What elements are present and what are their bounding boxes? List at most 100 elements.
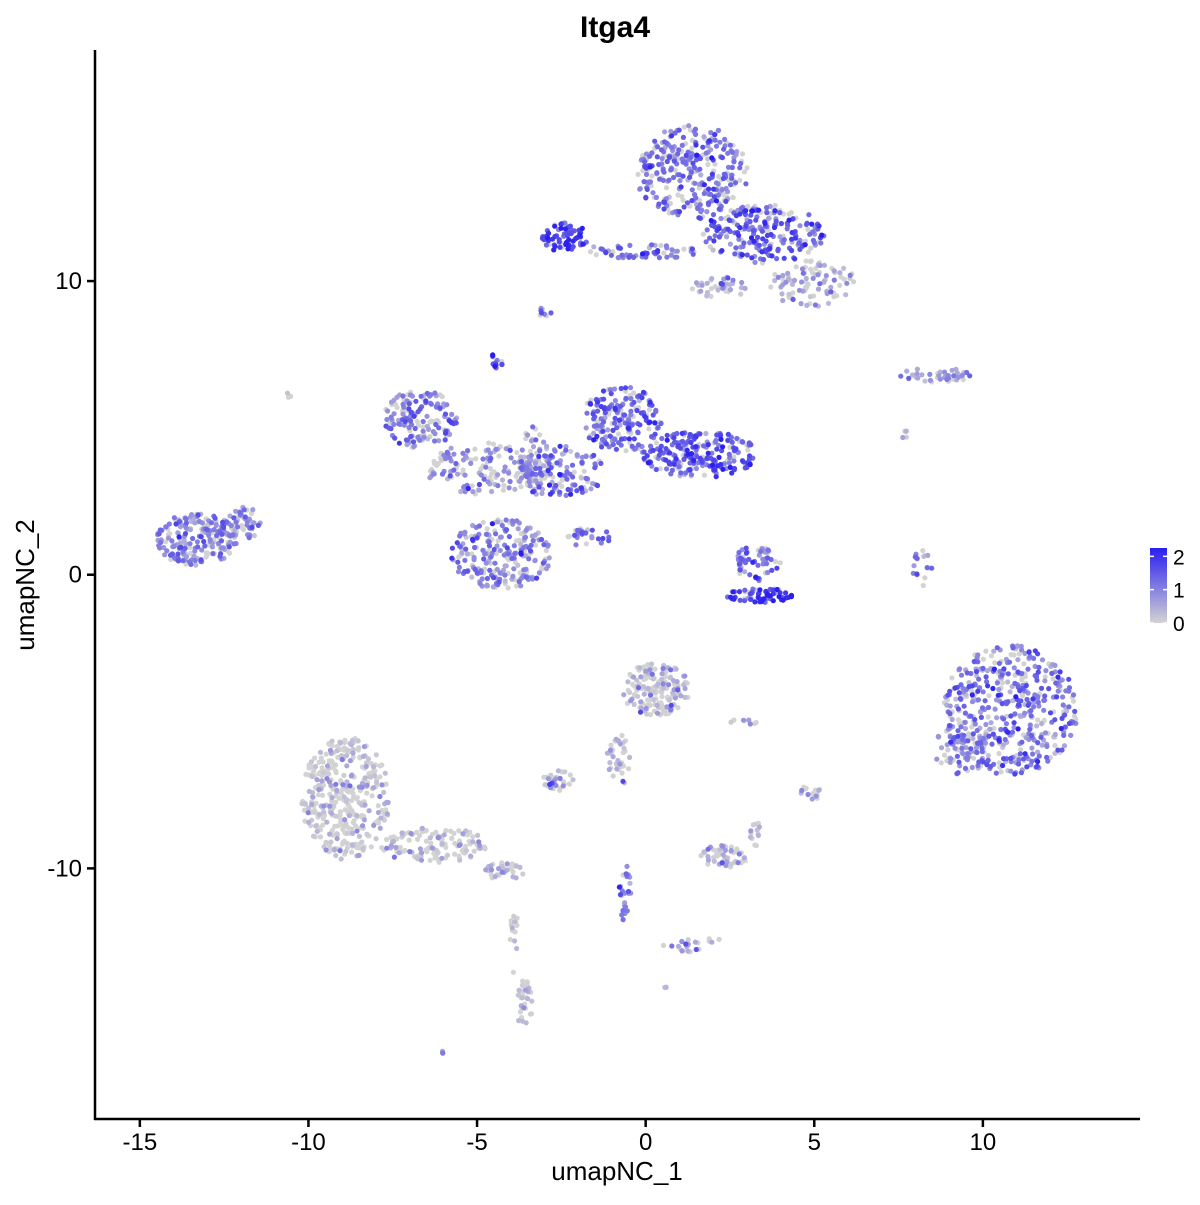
cell-point bbox=[911, 563, 917, 569]
cell-point bbox=[1043, 668, 1049, 674]
cell-point bbox=[659, 694, 665, 700]
cell-point bbox=[685, 937, 691, 943]
cell-point bbox=[841, 265, 847, 271]
cell-point bbox=[945, 747, 951, 753]
cell-point bbox=[646, 179, 652, 185]
cell-point bbox=[740, 439, 746, 445]
cell-point bbox=[651, 697, 657, 703]
cell-point bbox=[647, 399, 653, 405]
cell-point bbox=[737, 177, 743, 183]
cell-point bbox=[712, 161, 718, 167]
cell-point bbox=[914, 555, 920, 561]
cell-point bbox=[327, 831, 333, 837]
cell-point bbox=[231, 515, 237, 521]
cell-point bbox=[663, 243, 670, 249]
cell-point bbox=[903, 428, 909, 434]
cell-point bbox=[772, 202, 778, 208]
cell-point bbox=[457, 544, 463, 550]
cell-point bbox=[399, 830, 405, 836]
cell-point bbox=[659, 676, 665, 682]
cell-point bbox=[355, 738, 361, 744]
cell-point bbox=[187, 550, 193, 557]
cell-point bbox=[709, 155, 715, 161]
cell-point bbox=[796, 287, 803, 293]
cell-point bbox=[451, 467, 457, 473]
cell-point bbox=[302, 800, 308, 807]
cell-point bbox=[511, 566, 517, 572]
cell-point bbox=[679, 430, 685, 436]
cell-point bbox=[320, 822, 326, 828]
cell-point bbox=[478, 466, 484, 472]
cell-point bbox=[951, 735, 957, 741]
cell-point bbox=[914, 571, 920, 577]
cell-point bbox=[909, 372, 916, 378]
cell-point bbox=[792, 235, 799, 241]
cell-point bbox=[709, 450, 715, 456]
x-tick-label: 5 bbox=[808, 1129, 821, 1156]
cell-point bbox=[688, 472, 695, 478]
cell-point bbox=[614, 766, 620, 772]
cell-point bbox=[504, 545, 510, 551]
cell-point bbox=[676, 147, 682, 153]
cell-point bbox=[511, 459, 518, 465]
cell-point bbox=[530, 444, 537, 450]
cell-point bbox=[786, 217, 792, 223]
cell-point bbox=[652, 420, 658, 426]
cell-point bbox=[1046, 686, 1052, 692]
cell-point bbox=[669, 943, 675, 949]
cell-point bbox=[1010, 645, 1016, 651]
cell-point bbox=[452, 851, 458, 857]
cell-point bbox=[1035, 758, 1041, 765]
cell-point bbox=[987, 726, 993, 732]
cell-point bbox=[491, 575, 497, 581]
cell-point bbox=[680, 173, 686, 179]
cell-point bbox=[949, 367, 955, 373]
cell-point bbox=[961, 732, 967, 738]
cell-point bbox=[723, 862, 729, 869]
cell-point bbox=[442, 437, 448, 443]
cell-point bbox=[319, 792, 326, 798]
cell-point bbox=[789, 281, 796, 287]
cell-point bbox=[1041, 697, 1047, 704]
cell-point bbox=[661, 169, 667, 175]
cell-point bbox=[303, 771, 309, 778]
cell-point bbox=[599, 246, 605, 252]
cell-point bbox=[534, 575, 540, 581]
cell-point bbox=[805, 249, 811, 255]
cell-point bbox=[189, 511, 195, 518]
cell-point bbox=[414, 829, 420, 835]
cell-point bbox=[439, 855, 445, 861]
cell-point bbox=[1060, 702, 1066, 708]
cell-point bbox=[195, 544, 201, 550]
cell-point bbox=[679, 438, 686, 444]
x-tick-label: 10 bbox=[970, 1129, 997, 1156]
cell-point bbox=[328, 839, 334, 845]
cell-point bbox=[427, 419, 433, 425]
cell-point bbox=[790, 290, 796, 296]
cell-point bbox=[664, 437, 670, 443]
cell-point bbox=[478, 472, 484, 478]
cell-point bbox=[610, 773, 616, 779]
cell-point bbox=[999, 672, 1005, 678]
cell-point bbox=[1047, 710, 1054, 716]
cell-point bbox=[955, 717, 962, 723]
cell-point bbox=[978, 714, 985, 721]
cell-point bbox=[652, 431, 658, 437]
cell-point bbox=[788, 594, 795, 600]
cell-point bbox=[337, 812, 343, 818]
cell-point bbox=[980, 665, 986, 672]
cell-point bbox=[616, 440, 622, 446]
cell-point bbox=[180, 558, 186, 564]
cell-point bbox=[666, 697, 672, 703]
cell-point bbox=[343, 848, 349, 855]
cell-point bbox=[218, 551, 224, 557]
cell-point bbox=[610, 427, 616, 433]
cell-point bbox=[348, 773, 354, 779]
cell-point bbox=[625, 888, 632, 895]
cell-point bbox=[718, 280, 724, 287]
cell-point bbox=[472, 446, 478, 452]
cell-point bbox=[785, 270, 791, 276]
cell-point bbox=[353, 823, 359, 829]
cell-point bbox=[714, 446, 720, 452]
cell-point bbox=[451, 451, 457, 457]
